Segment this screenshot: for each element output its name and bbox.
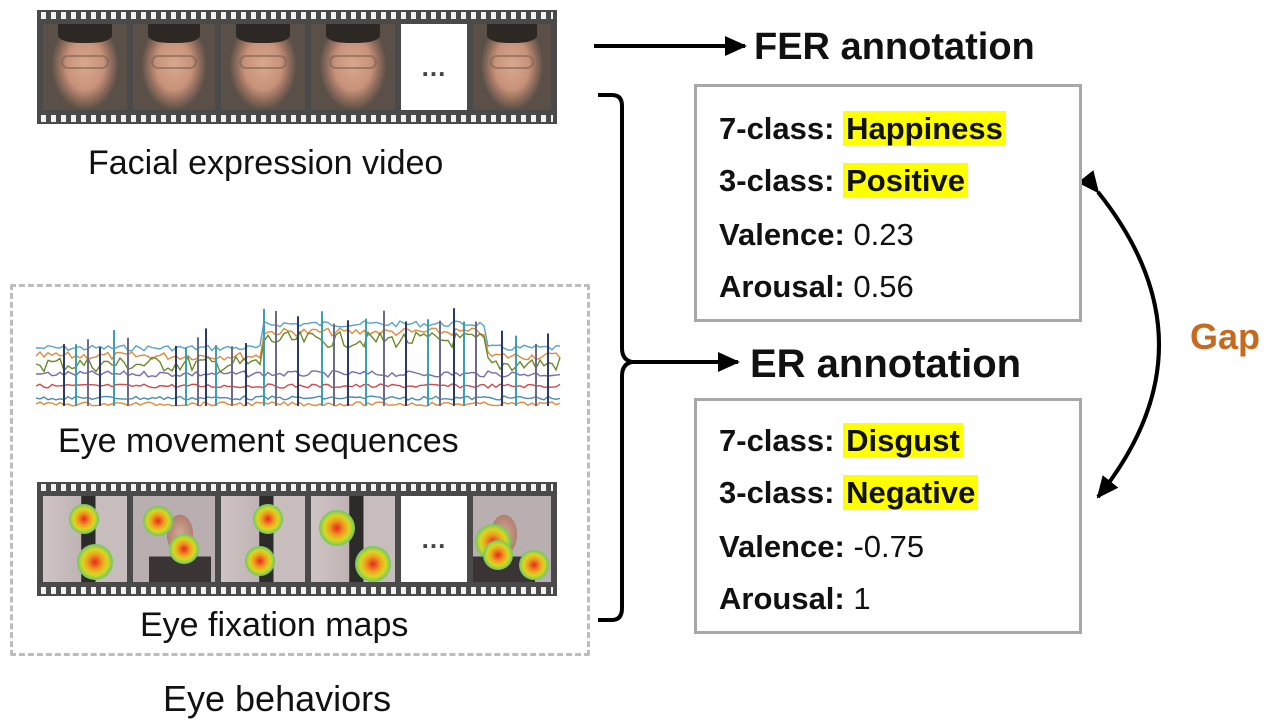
eye-behaviors-group <box>10 284 590 656</box>
fer-3class-row: 3-class: Positive <box>719 163 968 199</box>
fixation-frame <box>473 496 551 582</box>
ellipsis-text: ... <box>421 51 447 82</box>
eye-fixation-caption: Eye fixation maps <box>140 606 409 644</box>
er-7class-value: Disgust <box>843 423 963 458</box>
fixation-point <box>253 504 283 534</box>
er-3class-row: 3-class: Negative <box>719 475 979 511</box>
fer-7class-value: Happiness <box>843 111 1006 146</box>
fixation-point <box>69 504 99 534</box>
fer-7class-key: 7-class: <box>719 111 835 146</box>
film-perforation <box>41 484 553 491</box>
er-7class-row: 7-class: Disgust <box>719 423 963 459</box>
fixation-point <box>483 540 513 570</box>
er-arousal-value: 1 <box>853 581 871 616</box>
fer-arousal-key: Arousal: <box>719 269 845 304</box>
fer-3class-value: Positive <box>843 163 968 198</box>
er-3class-key: 3-class: <box>719 475 835 510</box>
eye-behaviors-caption: Eye behaviors <box>163 678 392 719</box>
er-valence-key: Valence: <box>719 529 845 564</box>
film-perforation <box>41 587 553 594</box>
fixation-frame <box>43 496 127 582</box>
face-frame <box>311 24 395 110</box>
fer-arousal-value: 0.56 <box>853 269 914 304</box>
fixation-point <box>519 550 549 580</box>
fixation-point <box>143 506 173 536</box>
gap-label: Gap <box>1190 316 1261 357</box>
face-frame <box>43 24 127 110</box>
eye-movement-plot <box>36 308 561 407</box>
fer-annotation-box: 7-class: Happiness 3-class: Positive Val… <box>694 84 1082 322</box>
gap-arrow <box>1077 170 1161 499</box>
fixation-frame <box>311 496 395 582</box>
ellipsis-text: ... <box>421 523 447 554</box>
fixation-point <box>77 544 113 580</box>
facial-video-caption: Facial expression video <box>88 144 444 182</box>
fixation-point <box>355 546 391 582</box>
fer-7class-row: 7-class: Happiness <box>719 111 1006 147</box>
face-frame <box>221 24 305 110</box>
er-7class-key: 7-class: <box>719 423 835 458</box>
facial-video-filmstrip: ... <box>37 10 557 124</box>
face-frame <box>473 24 551 110</box>
eye-movement-caption: Eye movement sequences <box>58 422 459 460</box>
fixation-point <box>169 534 199 564</box>
fixation-frame <box>221 496 305 582</box>
fer-valence-row: Valence: 0.23 <box>719 217 914 253</box>
er-annotation-box: 7-class: Disgust 3-class: Negative Valen… <box>694 398 1082 634</box>
er-title: ER annotation <box>750 342 1022 386</box>
ellipsis-frame: ... <box>401 24 467 110</box>
fixation-frame <box>133 496 215 582</box>
er-valence-value: -0.75 <box>853 529 925 564</box>
fixation-point <box>245 546 275 576</box>
er-arousal-key: Arousal: <box>719 581 845 616</box>
bracket <box>598 93 633 622</box>
er-3class-value: Negative <box>843 475 979 510</box>
ellipsis-frame: ... <box>401 496 467 582</box>
face-frame <box>133 24 215 110</box>
fer-title: FER annotation <box>754 26 1035 68</box>
fixation-point <box>319 510 355 546</box>
film-perforation <box>41 115 553 122</box>
fer-3class-key: 3-class: <box>719 163 835 198</box>
film-perforation <box>41 12 553 19</box>
fer-valence-key: Valence: <box>719 217 845 252</box>
er-valence-row: Valence: -0.75 <box>719 529 924 565</box>
fer-arousal-row: Arousal: 0.56 <box>719 269 914 305</box>
eye-fixation-filmstrip: ... <box>37 482 557 596</box>
er-arousal-row: Arousal: 1 <box>719 581 871 617</box>
fer-valence-value: 0.23 <box>853 217 914 252</box>
